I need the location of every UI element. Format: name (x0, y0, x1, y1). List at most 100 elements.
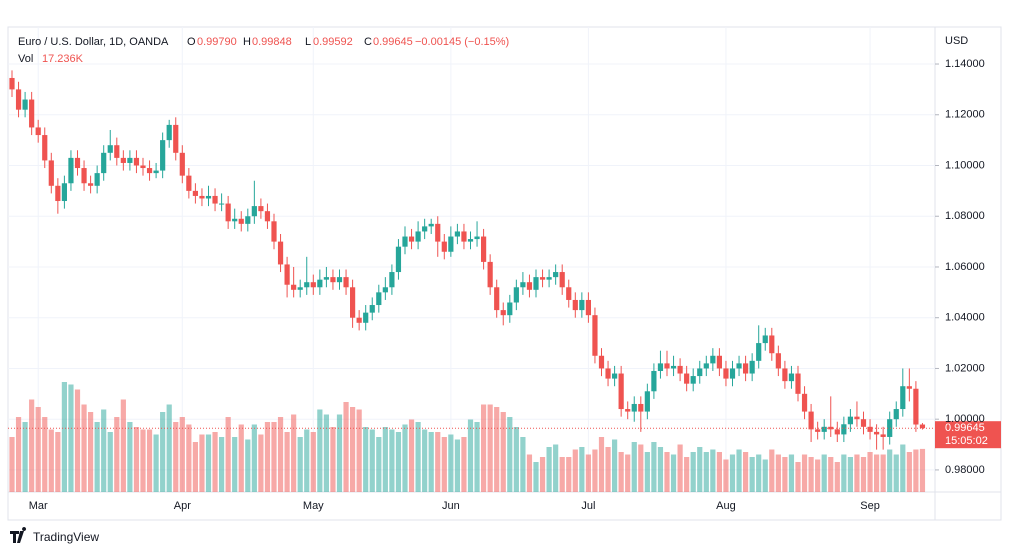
candle-body (74, 157, 81, 169)
candle-body (120, 157, 126, 163)
candle-body (743, 363, 749, 374)
brand[interactable]: TradingView (33, 530, 99, 544)
volume-bar (74, 389, 81, 492)
volume-bar (467, 419, 474, 492)
candle-body (900, 386, 906, 410)
volume-bar (101, 409, 107, 492)
volume-bar (579, 447, 585, 492)
candle-body (81, 168, 87, 184)
candle-body (395, 246, 402, 273)
ohlc-value: 0.99592 (313, 36, 353, 48)
candle-body (192, 190, 198, 196)
candle-body (343, 277, 349, 288)
volume-bar (762, 459, 768, 492)
volume-bar (330, 427, 336, 492)
volume-bar (127, 422, 133, 492)
candle-layer (9, 70, 926, 450)
volume-bar (310, 432, 316, 492)
ohlc-name: C (364, 36, 372, 48)
volume-bar (919, 448, 926, 492)
candle-body (618, 373, 624, 410)
candle-body (389, 272, 395, 288)
candle-body (271, 221, 277, 242)
volume-bar (179, 417, 185, 492)
candle-body (579, 299, 585, 311)
volume-bar (526, 454, 533, 492)
volume-bar (186, 424, 192, 492)
volume-bar (9, 437, 15, 492)
candle-body (690, 376, 696, 384)
volume-bar (264, 422, 271, 492)
volume-bar (500, 412, 506, 492)
volume-bar (304, 429, 310, 492)
volume-bar (323, 414, 329, 492)
candle-body (526, 282, 533, 290)
volume-bar (454, 439, 460, 492)
candle-body (42, 135, 48, 161)
candle-body (684, 373, 690, 384)
candle-body (670, 365, 677, 369)
candle-body (801, 393, 808, 412)
volume-bar (553, 444, 559, 492)
y-tick-label: 1.14000 (945, 58, 985, 70)
volume-bar (107, 432, 113, 492)
candle-body (723, 368, 729, 379)
candle-body (598, 355, 605, 369)
candle-body (317, 279, 323, 288)
candle-body (291, 284, 297, 290)
candle-body (756, 343, 762, 361)
volume-bar (657, 447, 664, 492)
candle-body (356, 317, 362, 323)
candle-body (697, 368, 703, 377)
candle-body (402, 236, 408, 247)
volume-bar (251, 424, 257, 492)
candle-body (212, 195, 218, 204)
candle-body (487, 261, 493, 288)
candle-body (539, 277, 546, 280)
volume-bar (723, 459, 729, 492)
volume-bar (874, 454, 880, 492)
candle-body (782, 368, 788, 382)
volume-bar (120, 399, 126, 492)
volume-bar (690, 452, 696, 492)
volume-bar (605, 447, 611, 492)
volume-bar (821, 454, 827, 492)
candle-body (107, 145, 113, 153)
candle-body (631, 403, 637, 412)
volume-bar (854, 454, 860, 492)
candle-body (101, 152, 107, 174)
volume-bar (906, 452, 912, 492)
volume-bar (625, 454, 631, 492)
candle-body (841, 424, 847, 435)
volume-bar (559, 457, 565, 492)
candle-body (513, 287, 519, 303)
x-tick-label: Sep (860, 500, 880, 512)
volume-bar (867, 452, 873, 492)
candle-body (906, 386, 912, 389)
candle-body (232, 218, 238, 222)
volume-bar (644, 452, 650, 492)
x-tick-label: Jul (581, 500, 595, 512)
volume-value: 17.236K (42, 53, 84, 65)
candle-body (736, 363, 742, 369)
candle-body (441, 241, 447, 252)
candle-body (749, 360, 755, 374)
volume-bar (88, 412, 94, 492)
candle-body (710, 355, 716, 364)
candle-body (520, 282, 526, 288)
volume-bar (546, 447, 552, 492)
volume-bar (166, 404, 172, 492)
candle-body (572, 299, 578, 311)
volume-bar (513, 427, 519, 492)
volume-bar (893, 454, 899, 492)
candle-body (284, 264, 290, 285)
candle-body (55, 185, 61, 202)
candle-body (415, 231, 421, 242)
volume-bar (133, 427, 140, 492)
volume-bar (232, 437, 238, 492)
ohlc-name: L (305, 36, 311, 48)
candle-body (867, 426, 873, 432)
volume-bar (631, 442, 637, 492)
candle-body (350, 287, 356, 318)
